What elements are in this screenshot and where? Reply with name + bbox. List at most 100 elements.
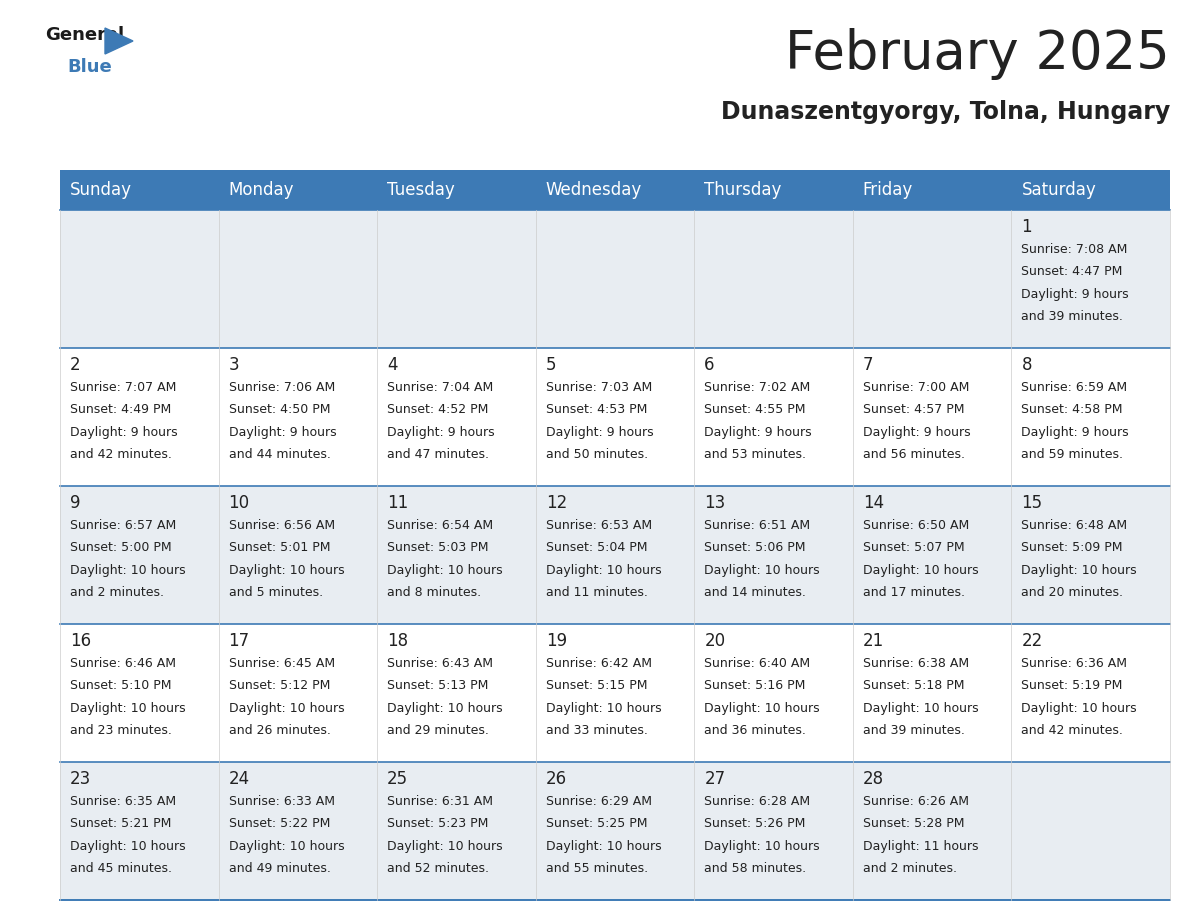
- Text: and 29 minutes.: and 29 minutes.: [387, 723, 489, 737]
- Text: and 52 minutes.: and 52 minutes.: [387, 862, 489, 875]
- Text: Sunset: 5:16 PM: Sunset: 5:16 PM: [704, 679, 805, 692]
- Text: Saturday: Saturday: [1022, 181, 1097, 199]
- Text: 16: 16: [70, 632, 91, 650]
- Text: Sunset: 5:06 PM: Sunset: 5:06 PM: [704, 542, 805, 554]
- Bar: [853, 486, 1011, 624]
- Text: Blue: Blue: [67, 58, 112, 76]
- Text: Friday: Friday: [862, 181, 914, 199]
- Text: 25: 25: [387, 770, 409, 788]
- Text: and 36 minutes.: and 36 minutes.: [704, 723, 807, 737]
- Text: and 58 minutes.: and 58 minutes.: [704, 862, 807, 875]
- Text: Thursday: Thursday: [704, 181, 782, 199]
- Text: and 59 minutes.: and 59 minutes.: [1022, 448, 1124, 461]
- Bar: [377, 762, 536, 900]
- Text: and 39 minutes.: and 39 minutes.: [1022, 309, 1124, 323]
- Text: General: General: [45, 26, 124, 44]
- Text: Sunset: 4:47 PM: Sunset: 4:47 PM: [1022, 265, 1123, 278]
- Text: Sunrise: 6:59 AM: Sunrise: 6:59 AM: [1022, 381, 1127, 394]
- Text: Sunset: 5:26 PM: Sunset: 5:26 PM: [704, 817, 805, 830]
- Text: and 14 minutes.: and 14 minutes.: [704, 586, 807, 599]
- Text: 12: 12: [545, 494, 567, 512]
- Bar: [853, 624, 1011, 762]
- Text: Dunaszentgyorgy, Tolna, Hungary: Dunaszentgyorgy, Tolna, Hungary: [721, 100, 1170, 124]
- Bar: [694, 210, 853, 348]
- Text: Sunrise: 6:46 AM: Sunrise: 6:46 AM: [70, 657, 176, 670]
- Text: and 17 minutes.: and 17 minutes.: [862, 586, 965, 599]
- Text: and 42 minutes.: and 42 minutes.: [1022, 723, 1124, 737]
- Text: 13: 13: [704, 494, 726, 512]
- Text: and 2 minutes.: and 2 minutes.: [70, 586, 164, 599]
- Text: Daylight: 9 hours: Daylight: 9 hours: [1022, 426, 1129, 439]
- Text: 7: 7: [862, 356, 873, 374]
- Text: and 26 minutes.: and 26 minutes.: [228, 723, 330, 737]
- Text: and 56 minutes.: and 56 minutes.: [862, 448, 965, 461]
- Text: Sunset: 4:49 PM: Sunset: 4:49 PM: [70, 403, 171, 416]
- Text: Sunset: 5:13 PM: Sunset: 5:13 PM: [387, 679, 488, 692]
- Bar: [694, 486, 853, 624]
- Text: Sunset: 5:23 PM: Sunset: 5:23 PM: [387, 817, 488, 830]
- Text: Daylight: 10 hours: Daylight: 10 hours: [545, 840, 662, 853]
- Text: 8: 8: [1022, 356, 1032, 374]
- Text: Sunset: 4:55 PM: Sunset: 4:55 PM: [704, 403, 805, 416]
- Text: and 8 minutes.: and 8 minutes.: [387, 586, 481, 599]
- Bar: [377, 210, 536, 348]
- Text: Sunrise: 6:33 AM: Sunrise: 6:33 AM: [228, 795, 335, 808]
- Bar: [377, 348, 536, 486]
- Text: Daylight: 10 hours: Daylight: 10 hours: [387, 840, 503, 853]
- Text: Daylight: 9 hours: Daylight: 9 hours: [1022, 287, 1129, 300]
- Bar: [61, 210, 219, 348]
- Text: Sunrise: 6:54 AM: Sunrise: 6:54 AM: [387, 519, 493, 532]
- Text: Sunset: 5:22 PM: Sunset: 5:22 PM: [228, 817, 330, 830]
- Text: 4: 4: [387, 356, 398, 374]
- Text: Wednesday: Wednesday: [545, 181, 642, 199]
- Bar: [219, 210, 377, 348]
- Text: Sunrise: 7:07 AM: Sunrise: 7:07 AM: [70, 381, 176, 394]
- Text: Sunrise: 6:40 AM: Sunrise: 6:40 AM: [704, 657, 810, 670]
- Text: 20: 20: [704, 632, 726, 650]
- Text: and 20 minutes.: and 20 minutes.: [1022, 586, 1124, 599]
- Text: Sunrise: 6:31 AM: Sunrise: 6:31 AM: [387, 795, 493, 808]
- Text: 28: 28: [862, 770, 884, 788]
- Text: Sunrise: 6:45 AM: Sunrise: 6:45 AM: [228, 657, 335, 670]
- Text: 23: 23: [70, 770, 91, 788]
- Text: and 45 minutes.: and 45 minutes.: [70, 862, 172, 875]
- Text: 1: 1: [1022, 218, 1032, 236]
- Bar: [61, 170, 1170, 210]
- Text: Sunset: 5:28 PM: Sunset: 5:28 PM: [862, 817, 965, 830]
- Text: Sunset: 5:10 PM: Sunset: 5:10 PM: [70, 679, 171, 692]
- Text: 6: 6: [704, 356, 715, 374]
- Text: and 2 minutes.: and 2 minutes.: [862, 862, 956, 875]
- Text: Sunrise: 6:43 AM: Sunrise: 6:43 AM: [387, 657, 493, 670]
- Text: 24: 24: [228, 770, 249, 788]
- Text: and 53 minutes.: and 53 minutes.: [704, 448, 807, 461]
- Text: 26: 26: [545, 770, 567, 788]
- Text: Sunset: 4:52 PM: Sunset: 4:52 PM: [387, 403, 488, 416]
- Text: 2: 2: [70, 356, 81, 374]
- Text: Daylight: 9 hours: Daylight: 9 hours: [70, 426, 178, 439]
- Text: Daylight: 10 hours: Daylight: 10 hours: [704, 564, 820, 577]
- Bar: [219, 348, 377, 486]
- Text: and 33 minutes.: and 33 minutes.: [545, 723, 647, 737]
- Text: Sunset: 5:03 PM: Sunset: 5:03 PM: [387, 542, 488, 554]
- Bar: [219, 762, 377, 900]
- Text: Sunset: 5:15 PM: Sunset: 5:15 PM: [545, 679, 647, 692]
- Text: Sunrise: 6:29 AM: Sunrise: 6:29 AM: [545, 795, 652, 808]
- Text: Sunset: 4:57 PM: Sunset: 4:57 PM: [862, 403, 965, 416]
- Text: Sunrise: 7:06 AM: Sunrise: 7:06 AM: [228, 381, 335, 394]
- Text: Sunset: 4:53 PM: Sunset: 4:53 PM: [545, 403, 647, 416]
- Text: 15: 15: [1022, 494, 1043, 512]
- Text: Sunset: 5:00 PM: Sunset: 5:00 PM: [70, 542, 171, 554]
- Text: 21: 21: [862, 632, 884, 650]
- Text: 18: 18: [387, 632, 409, 650]
- Text: Sunrise: 6:42 AM: Sunrise: 6:42 AM: [545, 657, 652, 670]
- Text: Sunrise: 6:56 AM: Sunrise: 6:56 AM: [228, 519, 335, 532]
- Text: and 47 minutes.: and 47 minutes.: [387, 448, 489, 461]
- Text: 11: 11: [387, 494, 409, 512]
- Text: Sunset: 5:04 PM: Sunset: 5:04 PM: [545, 542, 647, 554]
- Text: Tuesday: Tuesday: [387, 181, 455, 199]
- Text: 17: 17: [228, 632, 249, 650]
- Text: Sunrise: 7:08 AM: Sunrise: 7:08 AM: [1022, 243, 1127, 256]
- Text: Daylight: 10 hours: Daylight: 10 hours: [1022, 564, 1137, 577]
- Text: Daylight: 9 hours: Daylight: 9 hours: [862, 426, 971, 439]
- Bar: [61, 348, 219, 486]
